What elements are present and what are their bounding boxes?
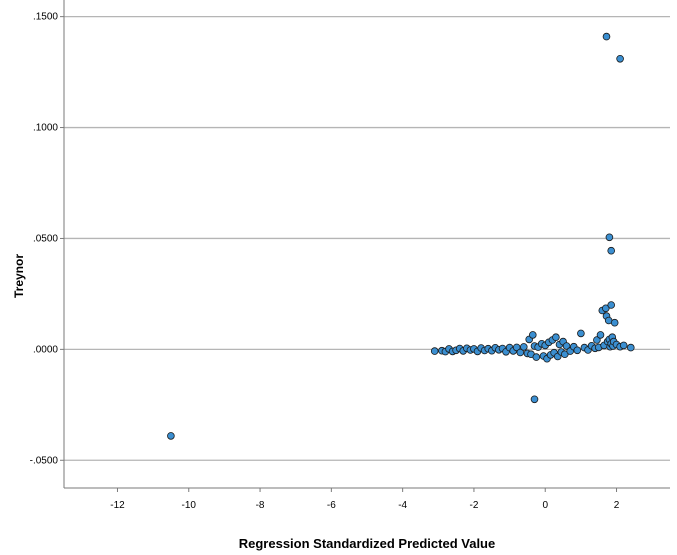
y-axis-title: Treynor — [12, 254, 26, 298]
y-tick-label: .0500 — [33, 233, 58, 244]
data-point — [601, 304, 610, 313]
data-point — [607, 301, 615, 309]
x-tick-label: 2 — [614, 500, 620, 511]
x-tick-label: -6 — [327, 500, 336, 511]
data-point — [593, 336, 601, 344]
data-point — [602, 32, 611, 41]
x-tick-label: -8 — [256, 500, 265, 511]
x-tick-label: -4 — [398, 500, 407, 511]
data-point — [552, 333, 560, 342]
data-point — [532, 353, 541, 361]
data-point — [610, 318, 619, 327]
data-point — [530, 395, 539, 404]
data-point — [616, 54, 624, 63]
data-point — [562, 342, 571, 350]
data-point — [596, 331, 605, 339]
data-point — [607, 246, 615, 255]
x-tick-label: -12 — [110, 500, 125, 511]
y-tick-label: -.0500 — [30, 455, 59, 466]
x-tick-label: 0 — [542, 500, 548, 511]
x-tick-label: -2 — [469, 500, 478, 511]
data-point — [619, 341, 628, 350]
data-point — [577, 329, 585, 338]
x-tick-label: -10 — [182, 500, 197, 511]
y-tick-label: .1500 — [33, 12, 58, 23]
data-point — [516, 348, 525, 357]
data-point — [528, 331, 537, 339]
data-point — [573, 346, 582, 355]
x-tick-labels: -12 -10 -8 -6 -4 -2 0 2 — [110, 488, 620, 511]
data-point — [626, 343, 635, 352]
y-tick-label: .1000 — [33, 123, 58, 134]
x-axis-title: Regression Standardized Predicted Value — [239, 536, 495, 551]
y-tick-label: .0000 — [33, 344, 58, 355]
data-point — [167, 432, 175, 440]
data-points — [167, 32, 635, 440]
grid-lines — [64, 15, 670, 461]
data-point — [605, 233, 614, 242]
y-tick-labels: -.0500 .0000 .0500 .1000 .1500 — [30, 12, 64, 466]
data-point — [430, 347, 439, 355]
data-point — [519, 343, 528, 351]
